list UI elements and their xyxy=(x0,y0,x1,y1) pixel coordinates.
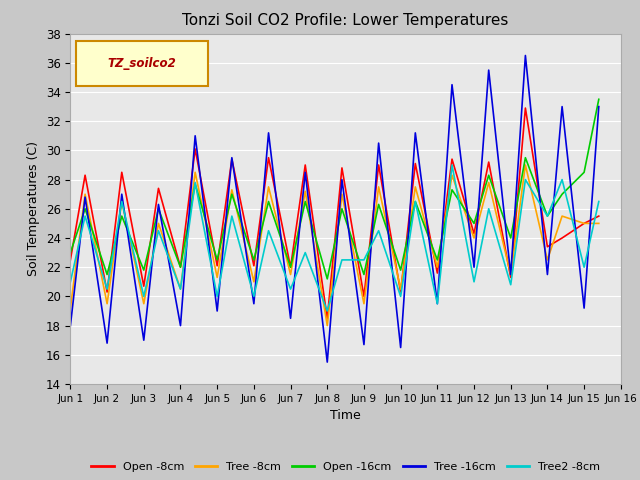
Legend: Open -8cm, Tree -8cm, Open -16cm, Tree -16cm, Tree2 -8cm: Open -8cm, Tree -8cm, Open -16cm, Tree -… xyxy=(87,457,604,477)
X-axis label: Time: Time xyxy=(330,409,361,422)
FancyBboxPatch shape xyxy=(76,41,208,86)
Title: Tonzi Soil CO2 Profile: Lower Temperatures: Tonzi Soil CO2 Profile: Lower Temperatur… xyxy=(182,13,509,28)
Y-axis label: Soil Temperatures (C): Soil Temperatures (C) xyxy=(27,141,40,276)
Text: TZ_soilco2: TZ_soilco2 xyxy=(108,57,177,70)
